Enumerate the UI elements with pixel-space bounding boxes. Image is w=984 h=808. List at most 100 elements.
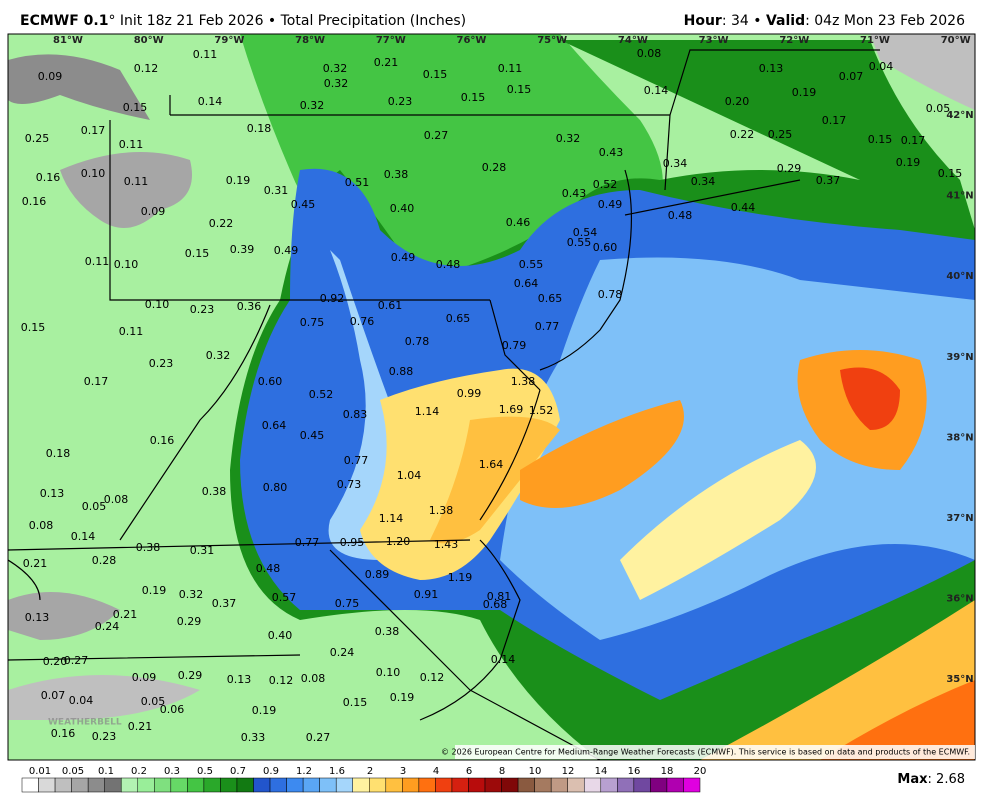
point-value: 0.25 <box>25 132 50 145</box>
colorbar-swatch <box>666 777 684 793</box>
point-value: 0.45 <box>300 429 325 442</box>
lat-label: 39°N <box>946 352 973 363</box>
point-value: 0.37 <box>212 597 237 610</box>
hour: : 34 • <box>722 13 766 29</box>
point-value: 1.04 <box>397 469 422 482</box>
point-value: 0.29 <box>777 162 802 175</box>
colorbar-label: 0.1 <box>98 766 114 777</box>
point-value: 0.29 <box>177 615 202 628</box>
colorbar-label: 14 <box>595 766 608 777</box>
colorbar-swatch <box>435 777 453 793</box>
point-value: 0.04 <box>869 60 894 73</box>
point-value: 1.64 <box>479 458 504 471</box>
colorbar-swatch <box>633 777 651 793</box>
colorbar-swatch <box>120 777 139 793</box>
colorbar-label: 2 <box>367 766 373 777</box>
colorbar-swatch <box>567 777 585 793</box>
point-value: 0.38 <box>136 541 161 554</box>
colorbar-swatch <box>650 777 668 793</box>
point-value: 0.48 <box>668 209 693 222</box>
valid: : 04z Mon 23 Feb 2026 <box>805 13 965 29</box>
colorbar-swatch <box>550 777 568 793</box>
point-value: 0.36 <box>237 300 262 313</box>
point-value: 0.13 <box>759 62 784 75</box>
point-value: 0.08 <box>104 493 129 506</box>
point-value: 0.15 <box>123 101 148 114</box>
point-value: 0.99 <box>457 387 482 400</box>
hour-label: Hour <box>684 13 722 29</box>
colorbar-swatch <box>269 777 287 793</box>
point-value: 0.73 <box>337 478 362 491</box>
point-value: 0.15 <box>868 133 893 146</box>
colorbar-label: 6 <box>466 766 472 777</box>
lon-label: 80°W <box>134 35 164 46</box>
point-value: 0.14 <box>644 84 669 97</box>
point-value: 0.13 <box>40 487 65 500</box>
lat-label: 42°N <box>946 110 973 121</box>
lon-label: 78°W <box>295 35 325 46</box>
point-value: 0.21 <box>23 557 48 570</box>
point-value: 0.09 <box>38 70 63 83</box>
point-value: 0.43 <box>562 187 587 200</box>
point-value: 0.92 <box>320 292 345 305</box>
colorbar-label: 12 <box>562 766 575 777</box>
colorbar-swatch <box>203 777 221 793</box>
point-value: 0.14 <box>198 95 223 108</box>
point-value: 0.45 <box>291 198 316 211</box>
colorbar-label: 16 <box>628 766 641 777</box>
point-value: 0.04 <box>69 694 94 707</box>
point-value: 0.55 <box>519 258 544 271</box>
max-value: : 2.68 <box>928 772 965 787</box>
point-value: 0.12 <box>420 671 445 684</box>
point-value: 0.40 <box>390 202 415 215</box>
lon-label: 72°W <box>779 35 809 46</box>
lon-label: 76°W <box>457 35 487 46</box>
lat-label: 37°N <box>946 513 973 524</box>
point-value: 0.34 <box>691 175 716 188</box>
point-value: 0.95 <box>340 536 365 549</box>
colorbar-swatch <box>501 777 519 793</box>
point-value: 0.18 <box>247 122 272 135</box>
point-value: 0.11 <box>124 175 149 188</box>
point-value: 0.18 <box>46 447 71 460</box>
point-value: 0.12 <box>269 674 294 687</box>
point-value: 0.48 <box>256 562 281 575</box>
point-value: 0.13 <box>227 673 252 686</box>
point-value: 0.49 <box>274 244 299 257</box>
point-value: 0.23 <box>388 95 413 108</box>
point-value: 0.19 <box>142 584 167 597</box>
colorbar-swatch <box>137 777 155 793</box>
point-value: 0.07 <box>41 689 66 702</box>
point-value: 0.23 <box>190 303 215 316</box>
point-value: 1.20 <box>386 535 411 548</box>
point-value: 0.27 <box>64 654 89 667</box>
colorbar-swatch <box>517 777 535 793</box>
point-value: 0.65 <box>538 292 563 305</box>
point-value: 0.23 <box>149 357 174 370</box>
point-value: 0.20 <box>725 95 750 108</box>
point-value: 0.46 <box>506 216 531 229</box>
point-value: 0.31 <box>264 184 289 197</box>
point-value: 0.78 <box>598 288 623 301</box>
point-value: 0.79 <box>502 339 527 352</box>
point-value: 0.33 <box>241 731 266 744</box>
point-value: 0.11 <box>119 325 144 338</box>
point-value: 0.12 <box>134 62 159 75</box>
point-value: 0.24 <box>330 646 355 659</box>
point-value: 1.43 <box>434 538 459 551</box>
point-value: 0.19 <box>226 174 251 187</box>
point-value: 1.52 <box>529 404 554 417</box>
point-value: 0.15 <box>938 167 963 180</box>
point-value: 1.19 <box>448 571 473 584</box>
map-border <box>7 33 976 761</box>
lon-label: 74°W <box>618 35 648 46</box>
lon-label: 81°W <box>53 35 83 46</box>
point-value: 0.05 <box>82 500 107 513</box>
colorbar-swatch <box>352 777 370 793</box>
point-value: 0.15 <box>343 696 368 709</box>
point-value: 0.16 <box>36 171 61 184</box>
colorbar-label: 20 <box>694 766 707 777</box>
point-value: 1.69 <box>499 403 524 416</box>
header-left: ECMWF 0.1° Init 18z 21 Feb 2026 • Total … <box>20 13 466 29</box>
colorbar-swatch <box>170 777 188 793</box>
